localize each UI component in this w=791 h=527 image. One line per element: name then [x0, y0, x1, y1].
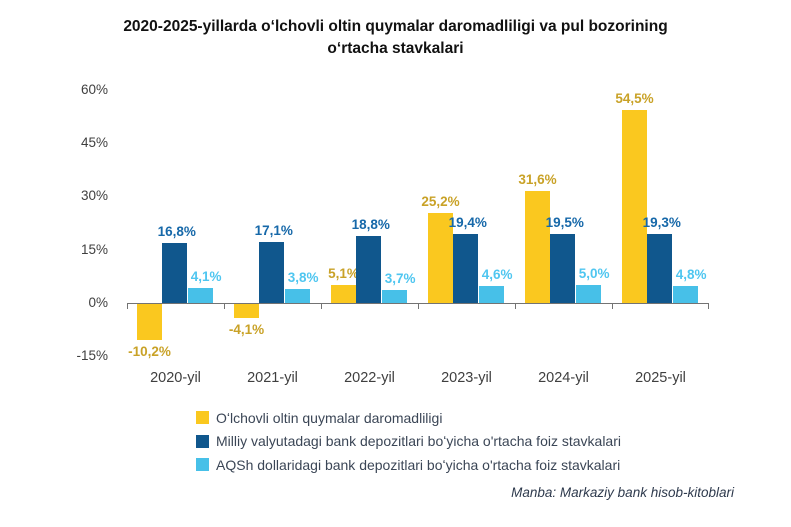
- bar-value-label: 31,6%: [518, 171, 557, 187]
- y-axis-tick-label: 45%: [80, 135, 108, 151]
- x-axis-category-label: 2023-yil: [441, 370, 492, 386]
- x-axis-category-label: 2025-yil: [635, 370, 686, 386]
- legend-item-0: Oʻlchovli oltin quymalar daromadliligi: [196, 409, 621, 426]
- bar-2021-yil-series-0: [234, 303, 259, 319]
- x-axis-category-label: 2022-yil: [344, 370, 395, 386]
- x-axis-category-label: 2021-yil: [247, 370, 298, 386]
- bar-2020-yil-series-1: [162, 243, 188, 303]
- bar-value-label: 19,4%: [448, 214, 487, 230]
- bar-2025-yil-series-0: [622, 109, 647, 303]
- x-axis-category-label: 2020-yil: [150, 370, 201, 386]
- bar-value-label: 19,3%: [642, 215, 681, 231]
- bar-value-label: 18,8%: [351, 217, 390, 233]
- y-axis-tick-label: 15%: [80, 241, 108, 257]
- bar-value-label: 25,2%: [421, 194, 460, 210]
- bar-value-label: 3,7%: [384, 270, 416, 286]
- x-axis-tick: [321, 303, 322, 309]
- legend-label: AQSh dollaridagi bank depozitlari boʻyic…: [216, 456, 621, 473]
- x-axis-tick: [127, 303, 128, 309]
- bar-2022-yil-series-0: [331, 284, 356, 303]
- bar-2024-yil-series-2: [575, 285, 601, 303]
- bar-value-label: 5,0%: [578, 266, 610, 282]
- bar-2023-yil-series-1: [453, 233, 479, 303]
- bar-2025-yil-series-2: [672, 285, 698, 303]
- legend-swatch-icon: [196, 434, 209, 448]
- bar-2024-yil-series-1: [550, 233, 576, 303]
- legend-item-2: AQSh dollaridagi bank depozitlari boʻyic…: [196, 456, 621, 473]
- y-axis-tick-label: 30%: [80, 188, 108, 204]
- y-axis-tick-label: -15%: [76, 348, 108, 363]
- bar-2020-yil-series-2: [187, 288, 213, 303]
- y-axis-tick-label: 60%: [80, 82, 108, 97]
- bar-2022-yil-series-1: [356, 236, 382, 303]
- legend-label: Oʻlchovli oltin quymalar daromadliligi: [216, 409, 443, 426]
- x-axis-line: [127, 302, 709, 304]
- x-axis-tick: [612, 303, 613, 309]
- bar-2024-yil-series-0: [525, 190, 550, 303]
- bar-value-label: 19,5%: [545, 214, 584, 230]
- source-note: Manba: Markaziy bank hisob-kitoblari: [511, 485, 734, 500]
- legend-swatch-icon: [196, 411, 209, 424]
- x-axis-tick: [515, 303, 516, 309]
- bar-2021-yil-series-2: [284, 289, 310, 303]
- x-axis-tick: [708, 303, 709, 309]
- x-axis-tick: [418, 303, 419, 309]
- bar-2020-yil-series-0: [137, 303, 162, 340]
- bar-value-label: -4,1%: [228, 322, 265, 338]
- legend-item-1: Milliy valyutadagi bank depozitlari boʻy…: [196, 433, 621, 450]
- x-axis-category-label: 2024-yil: [538, 370, 589, 386]
- x-axis-tick: [224, 303, 225, 309]
- chart-title: 2020-2025-yillarda oʻlchovli oltin quyma…: [123, 18, 668, 57]
- bar-value-label: 4,6%: [481, 267, 513, 283]
- bar-value-label: 16,8%: [157, 224, 196, 240]
- bar-value-label: 54,5%: [615, 90, 654, 106]
- legend-swatch-icon: [196, 458, 209, 471]
- bar-2022-yil-series-2: [381, 289, 407, 303]
- bar-value-label: -10,2%: [128, 343, 171, 359]
- bar-value-label: 3,8%: [287, 270, 319, 286]
- bar-2025-yil-series-1: [647, 234, 673, 303]
- legend: Oʻlchovli oltin quymalar daromadliligi Mi…: [196, 409, 621, 480]
- legend-label: Milliy valyutadagi bank depozitlari boʻy…: [216, 433, 621, 449]
- bar-2021-yil-series-1: [259, 242, 285, 303]
- bar-value-label: 5,1%: [328, 265, 359, 281]
- plot-area: -10,2% 16,8% 4,1% -4,1% 17,1% 3,8% 5,1% 18,8% 3,…: [127, 90, 709, 359]
- bar-value-label: 4,8%: [675, 266, 707, 282]
- bar-2023-yil-series-2: [478, 286, 504, 303]
- bar-2023-yil-series-0: [428, 213, 453, 303]
- bar-value-label: 4,1%: [190, 269, 222, 285]
- y-axis-tick-label: 0%: [88, 294, 108, 310]
- bar-value-label: 17,1%: [254, 223, 293, 239]
